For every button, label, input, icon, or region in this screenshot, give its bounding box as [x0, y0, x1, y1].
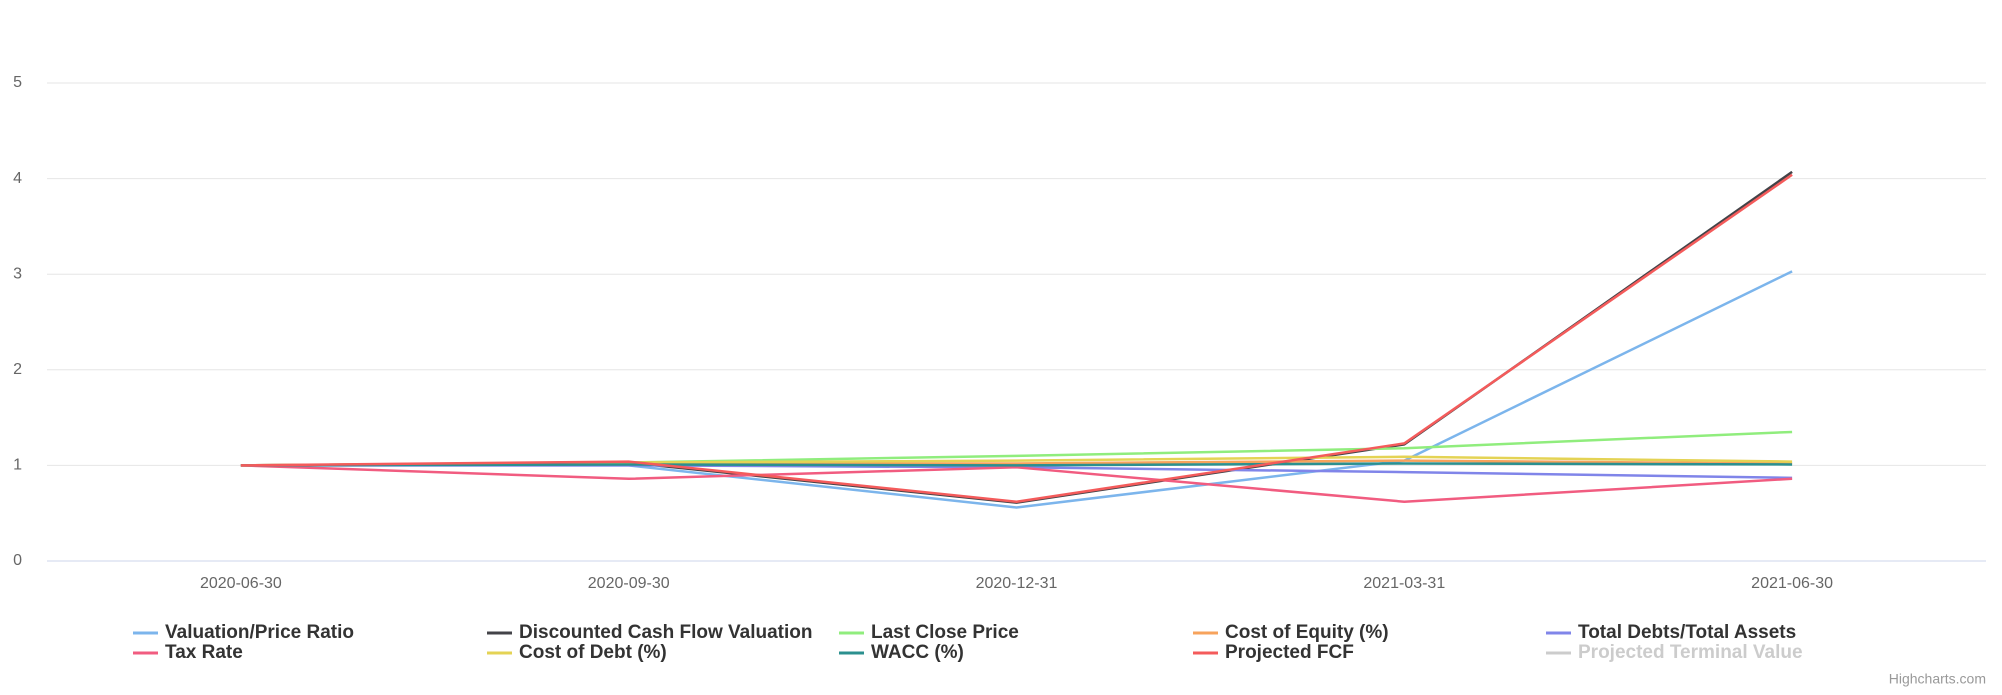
x-tick-label: 2020-09-30: [588, 575, 670, 592]
x-tick-label: 2020-12-31: [976, 575, 1058, 592]
legend-item[interactable]: WACC (%): [871, 642, 964, 663]
legend-item[interactable]: Projected Terminal Value: [1578, 642, 1803, 663]
legend-item[interactable]: Discounted Cash Flow Valuation: [519, 622, 812, 643]
y-tick-label: 2: [13, 361, 22, 378]
credits: Highcharts.com: [1889, 671, 1986, 687]
legend-item[interactable]: Projected FCF: [1225, 642, 1354, 663]
series-line: [240, 462, 1793, 467]
series-line: [240, 464, 1793, 503]
legend-item[interactable]: Valuation/Price Ratio: [165, 622, 354, 643]
y-tick-label: 3: [13, 265, 22, 282]
legend-item[interactable]: Cost of Equity (%): [1225, 622, 1389, 643]
y-tick-label: 0: [13, 552, 22, 569]
series-line: [240, 270, 1793, 509]
y-tick-label: 5: [13, 74, 22, 91]
series-line: [240, 173, 1793, 503]
legend-item[interactable]: Cost of Debt (%): [519, 642, 667, 663]
y-tick-label: 4: [13, 170, 22, 187]
x-tick-label: 2021-03-31: [1363, 575, 1445, 592]
legend-item[interactable]: Last Close Price: [871, 622, 1019, 643]
legend-item[interactable]: Total Debts/Total Assets: [1578, 622, 1796, 643]
x-tick-label: 2020-06-30: [200, 575, 282, 592]
y-tick-label: 1: [13, 457, 22, 474]
x-tick-label: 2021-06-30: [1751, 575, 1833, 592]
legend-item[interactable]: Tax Rate: [165, 642, 243, 663]
